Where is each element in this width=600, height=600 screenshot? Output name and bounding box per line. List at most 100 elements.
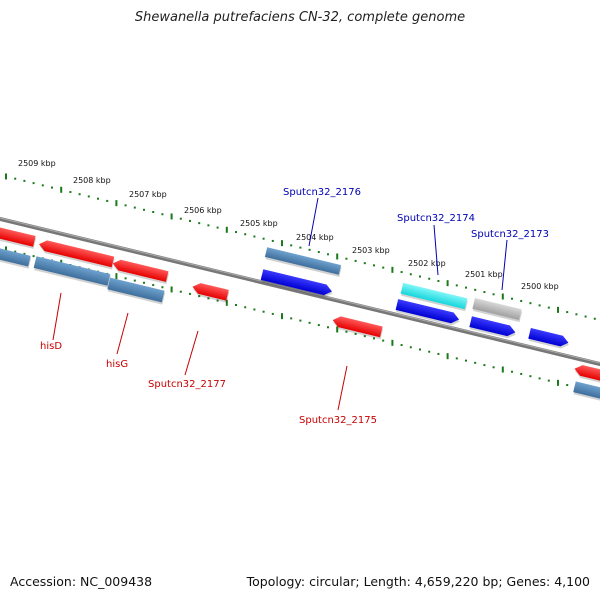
gene-left-edge-reverse <box>0 226 37 249</box>
upper-scale-minor-tick <box>271 239 274 242</box>
gene-hisD-arrow <box>39 240 115 270</box>
gene-hisG-arrow-body <box>112 259 169 282</box>
upper-scale-minor-tick <box>455 284 458 287</box>
gene-Sputcn32_2174-arrow <box>395 299 460 326</box>
scale-label-2508: 2508 kbp <box>73 176 111 185</box>
upper-scale-minor-tick <box>41 184 44 187</box>
upper-scale-minor-tick <box>124 204 127 207</box>
leader-hisG <box>116 312 129 355</box>
scale-label-2503: 2503 kbp <box>352 246 390 255</box>
gene-hisG-arrow <box>112 259 170 285</box>
gene-Sputcn32_2175-arrow-body <box>332 316 383 338</box>
upper-scale-minor-tick <box>253 235 256 238</box>
lower-scale-minor-tick <box>382 339 385 342</box>
upper-scale-minor-tick <box>428 277 431 280</box>
upper-scale-minor-tick <box>547 306 550 309</box>
upper-scale-minor-tick <box>32 182 35 185</box>
upper-scale-major-tick <box>225 226 228 233</box>
upper-scale-minor-tick <box>207 224 210 227</box>
lower-scale-minor-tick <box>216 299 219 302</box>
lower-scale-minor-tick <box>529 375 532 378</box>
lower-scale-major-tick <box>225 299 228 306</box>
lower-scale-major-tick <box>5 246 7 253</box>
gene-Sputcn32_2174-cds-body <box>400 282 468 310</box>
upper-scale-minor-tick <box>216 226 219 229</box>
upper-scale-minor-tick <box>290 244 293 247</box>
upper-scale-minor-tick <box>492 293 495 296</box>
gene-forward-arrow <box>528 327 569 349</box>
lower-scale-minor-tick <box>262 310 265 313</box>
upper-scale-minor-tick <box>511 297 513 300</box>
lower-scale-minor-tick <box>492 366 495 369</box>
gene-features <box>0 226 600 403</box>
upper-scale-minor-tick <box>152 211 155 214</box>
map-title: Shewanella putrefaciens CN-32, complete … <box>134 10 466 25</box>
lower-scale-minor-tick <box>483 364 486 367</box>
upper-scale-minor-tick <box>244 233 247 236</box>
lower-scale-minor-tick <box>409 346 412 349</box>
gene-Sputcn32_2176-cds <box>264 247 342 277</box>
upper-scale-minor-tick <box>520 299 523 302</box>
gene-right-edge-cds <box>573 381 600 403</box>
lower-scale-minor-tick <box>511 370 513 373</box>
upper-scale-minor-tick <box>575 313 578 316</box>
gene-Sputcn32_2174-arrow-body <box>395 299 460 324</box>
gene-left-edge-reverse-body <box>0 226 36 247</box>
lower-scale-minor-tick <box>317 324 320 327</box>
upper-scale-minor-tick <box>78 193 81 196</box>
gene-right-edge-cds-body <box>573 381 600 401</box>
upper-scale-minor-tick <box>529 302 532 305</box>
lower-scale-minor-tick <box>363 335 366 338</box>
upper-scale-major-tick <box>170 213 173 220</box>
gene-Sputcn32_2173-arrow-body <box>469 316 516 337</box>
upper-scale-major-tick <box>281 240 283 247</box>
gene-Sputcn32_2173-cds <box>472 298 523 323</box>
upper-scale-minor-tick <box>317 251 320 254</box>
lower-scale-minor-tick <box>244 306 247 309</box>
gene-hisD-arrow-body <box>39 240 115 268</box>
scale-label-2504: 2504 kbp <box>296 233 334 242</box>
upper-scale-major-tick <box>5 173 7 180</box>
upper-scale-minor-tick <box>382 266 385 269</box>
gene-label-hisD: hisD <box>40 341 62 352</box>
lower-scale-minor-tick <box>428 350 431 353</box>
lower-scale-major-tick <box>281 313 283 320</box>
gene-Sputcn32_2177-arrow-body <box>192 283 229 301</box>
leader-hisD <box>52 292 62 341</box>
lower-scale-minor-tick <box>566 384 569 387</box>
lower-scale-minor-tick <box>23 252 26 255</box>
gene-label-hisG: hisG <box>106 359 128 370</box>
genome-backbone-highlight <box>0 217 600 364</box>
label-leaders <box>52 197 508 411</box>
upper-scale-minor-tick <box>23 179 26 182</box>
upper-scale-major-tick <box>501 293 504 300</box>
lower-scale-minor-tick <box>400 344 403 347</box>
lower-scale-major-tick <box>557 379 559 386</box>
gene-hisD-cds <box>33 256 111 288</box>
lower-scale-major-tick <box>391 339 394 346</box>
lower-scale-minor-tick <box>354 332 357 335</box>
gene-right-edge-reverse-body <box>574 365 600 383</box>
scale-labels: 2509 kbp 2508 kbp 2507 kbp 2506 kbp 2505… <box>18 159 559 291</box>
scale-label-2501: 2501 kbp <box>465 270 503 279</box>
lower-scale-minor-tick <box>465 359 467 362</box>
upper-scale-minor-tick <box>437 279 440 282</box>
scale-ticks-lower <box>5 246 596 393</box>
lower-scale-major-tick <box>170 286 173 293</box>
scale-label-2500: 2500 kbp <box>521 282 559 291</box>
gene-label-Sputcn32_2174: Sputcn32_2174 <box>397 213 475 224</box>
upper-scale-minor-tick <box>373 264 375 267</box>
genome-backbone <box>0 217 600 366</box>
leader-Sputcn32_2173 <box>501 239 508 291</box>
scale-label-2507: 2507 kbp <box>129 190 167 199</box>
gene-forward-arrow-body <box>528 327 569 347</box>
lower-scale-minor-tick <box>290 317 293 320</box>
lower-scale-minor-tick <box>161 286 164 289</box>
lower-scale-minor-tick <box>152 284 155 287</box>
lower-scale-minor-tick <box>179 290 182 293</box>
upper-scale-minor-tick <box>327 253 329 256</box>
upper-scale-major-tick <box>446 280 449 287</box>
lower-scale-minor-tick <box>538 377 541 380</box>
upper-scale-minor-tick <box>299 246 302 249</box>
